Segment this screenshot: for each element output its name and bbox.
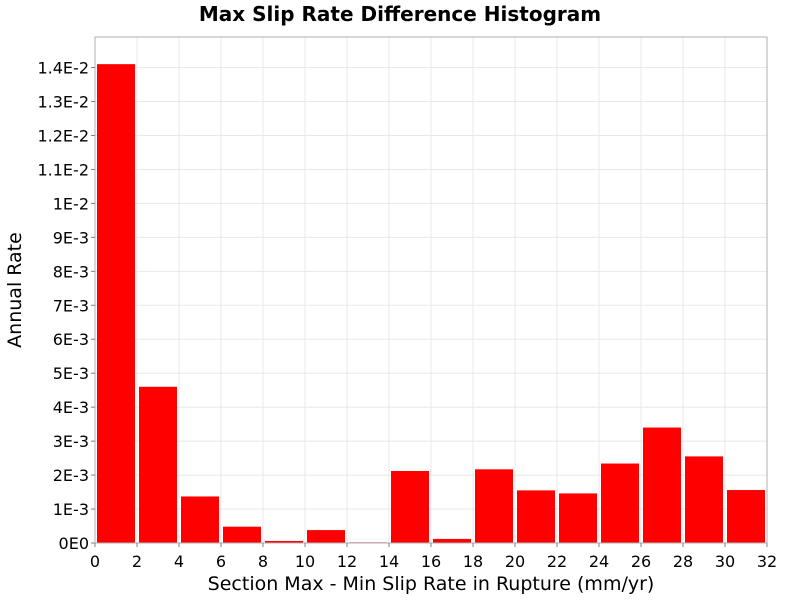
y-tick-label: 5E-3	[53, 364, 89, 383]
x-axis-label: Section Max - Min Slip Rate in Rupture (…	[208, 573, 655, 595]
y-tick-label: 0E0	[59, 534, 89, 553]
histogram-bar	[601, 463, 639, 543]
y-tick-label: 1E-2	[53, 194, 89, 213]
x-axis-ticks: 0 2 4 6 8 10 12 14 16 18 20 22 24 26 28 30 32	[90, 543, 777, 571]
y-tick-label: 1E-3	[53, 500, 89, 519]
histogram-bar	[181, 496, 219, 543]
histogram-bar	[643, 427, 681, 543]
histogram-bar	[433, 538, 471, 543]
histogram-bar	[727, 490, 765, 543]
histogram-bar	[307, 530, 345, 543]
y-tick-label: 1.2E-2	[37, 126, 89, 145]
histogram-bar	[559, 493, 597, 543]
bars	[97, 64, 765, 543]
y-tick-label: 3E-3	[53, 432, 89, 451]
y-tick-label: 1.1E-2	[37, 160, 89, 179]
y-axis-label: Annual Rate	[4, 232, 26, 348]
x-tick-label: 22	[547, 552, 567, 571]
histogram-bar	[517, 490, 555, 543]
x-tick-label: 8	[258, 552, 268, 571]
histogram-bar	[139, 386, 177, 543]
chart-title: Max Slip Rate Difference Histogram	[199, 2, 601, 26]
x-tick-label: 4	[174, 552, 184, 571]
histogram-bar	[265, 540, 303, 543]
y-tick-label: 7E-3	[53, 296, 89, 315]
x-tick-label: 30	[715, 552, 735, 571]
y-tick-label: 2E-3	[53, 466, 89, 485]
histogram-bar	[223, 526, 261, 543]
x-tick-label: 26	[631, 552, 651, 571]
y-tick-label: 9E-3	[53, 228, 89, 247]
x-tick-label: 2	[132, 552, 142, 571]
x-tick-label: 10	[295, 552, 315, 571]
y-tick-label: 6E-3	[53, 330, 89, 349]
y-tick-label: 8E-3	[53, 262, 89, 281]
y-tick-label: 1.3E-2	[37, 93, 89, 112]
y-axis-ticks: 0E0 1E-3 2E-3 3E-3 4E-3 5E-3 6E-3 7E-3 8E-3 9E-3 1…	[37, 59, 95, 553]
x-tick-label: 16	[421, 552, 441, 571]
histogram-bar	[391, 471, 429, 543]
x-tick-label: 18	[463, 552, 483, 571]
x-tick-label: 32	[757, 552, 777, 571]
x-tick-label: 24	[589, 552, 609, 571]
x-tick-label: 0	[90, 552, 100, 571]
y-tick-label: 4E-3	[53, 398, 89, 417]
x-tick-label: 14	[379, 552, 399, 571]
histogram-bar	[475, 469, 513, 543]
x-tick-label: 20	[505, 552, 525, 571]
x-tick-label: 12	[337, 552, 357, 571]
x-tick-label: 6	[216, 552, 226, 571]
x-tick-label: 28	[673, 552, 693, 571]
histogram-bar	[97, 64, 135, 543]
y-tick-label: 1.4E-2	[37, 59, 89, 78]
histogram-bar	[685, 456, 723, 543]
